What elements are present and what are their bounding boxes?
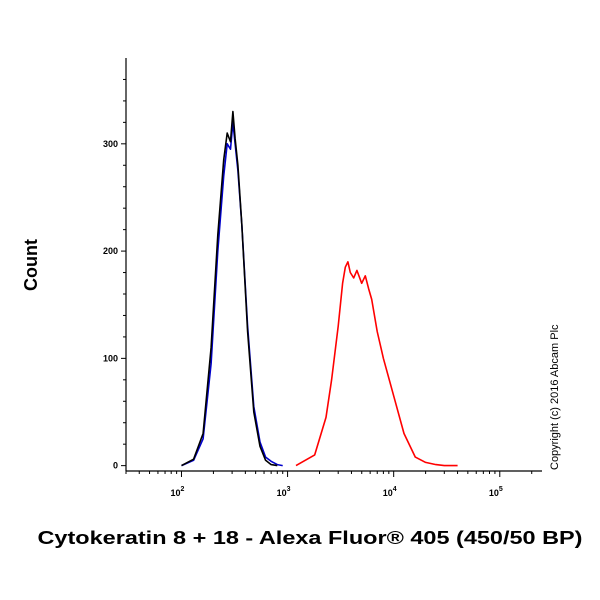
y-axis-title: Count	[21, 239, 41, 291]
x-tick-exponent: 3	[287, 486, 291, 493]
series-line-1	[295, 261, 458, 467]
series-line-3	[181, 110, 278, 467]
x-axis-title: Cytokeratin 8 + 18 - Alexa Fluor® 405 (4…	[38, 528, 583, 548]
x-tick-exponent: 4	[393, 486, 397, 493]
y-ticks: 0 100 200 300	[103, 139, 126, 471]
y-tick-label: 300	[103, 139, 118, 149]
x-tick-base: 10	[277, 488, 287, 498]
x-tick-label: 103	[277, 486, 291, 498]
x-tick-label: 105	[489, 486, 503, 498]
x-tick-base: 10	[171, 488, 181, 498]
x-tick-exponent: 5	[499, 486, 503, 493]
y-tick-label: 0	[113, 461, 118, 471]
x-tick-label: 102	[171, 486, 185, 498]
y-tick-label: 200	[103, 246, 118, 256]
x-minor-ticks	[125, 471, 533, 474]
plot-area	[125, 58, 542, 472]
series-line-2	[181, 121, 283, 467]
series-group	[181, 110, 458, 467]
x-tick-base: 10	[489, 488, 499, 498]
x-tick-label: 104	[383, 486, 397, 498]
x-tick-exponent: 2	[181, 486, 185, 493]
copyright-annotation: Copyright (c) 2016 Abcam Plc	[549, 324, 561, 470]
y-minor-ticks	[123, 78, 126, 445]
y-tick-label: 100	[103, 353, 118, 363]
x-tick-base: 10	[383, 488, 393, 498]
x-ticks: 102 103 104 105	[171, 471, 503, 498]
